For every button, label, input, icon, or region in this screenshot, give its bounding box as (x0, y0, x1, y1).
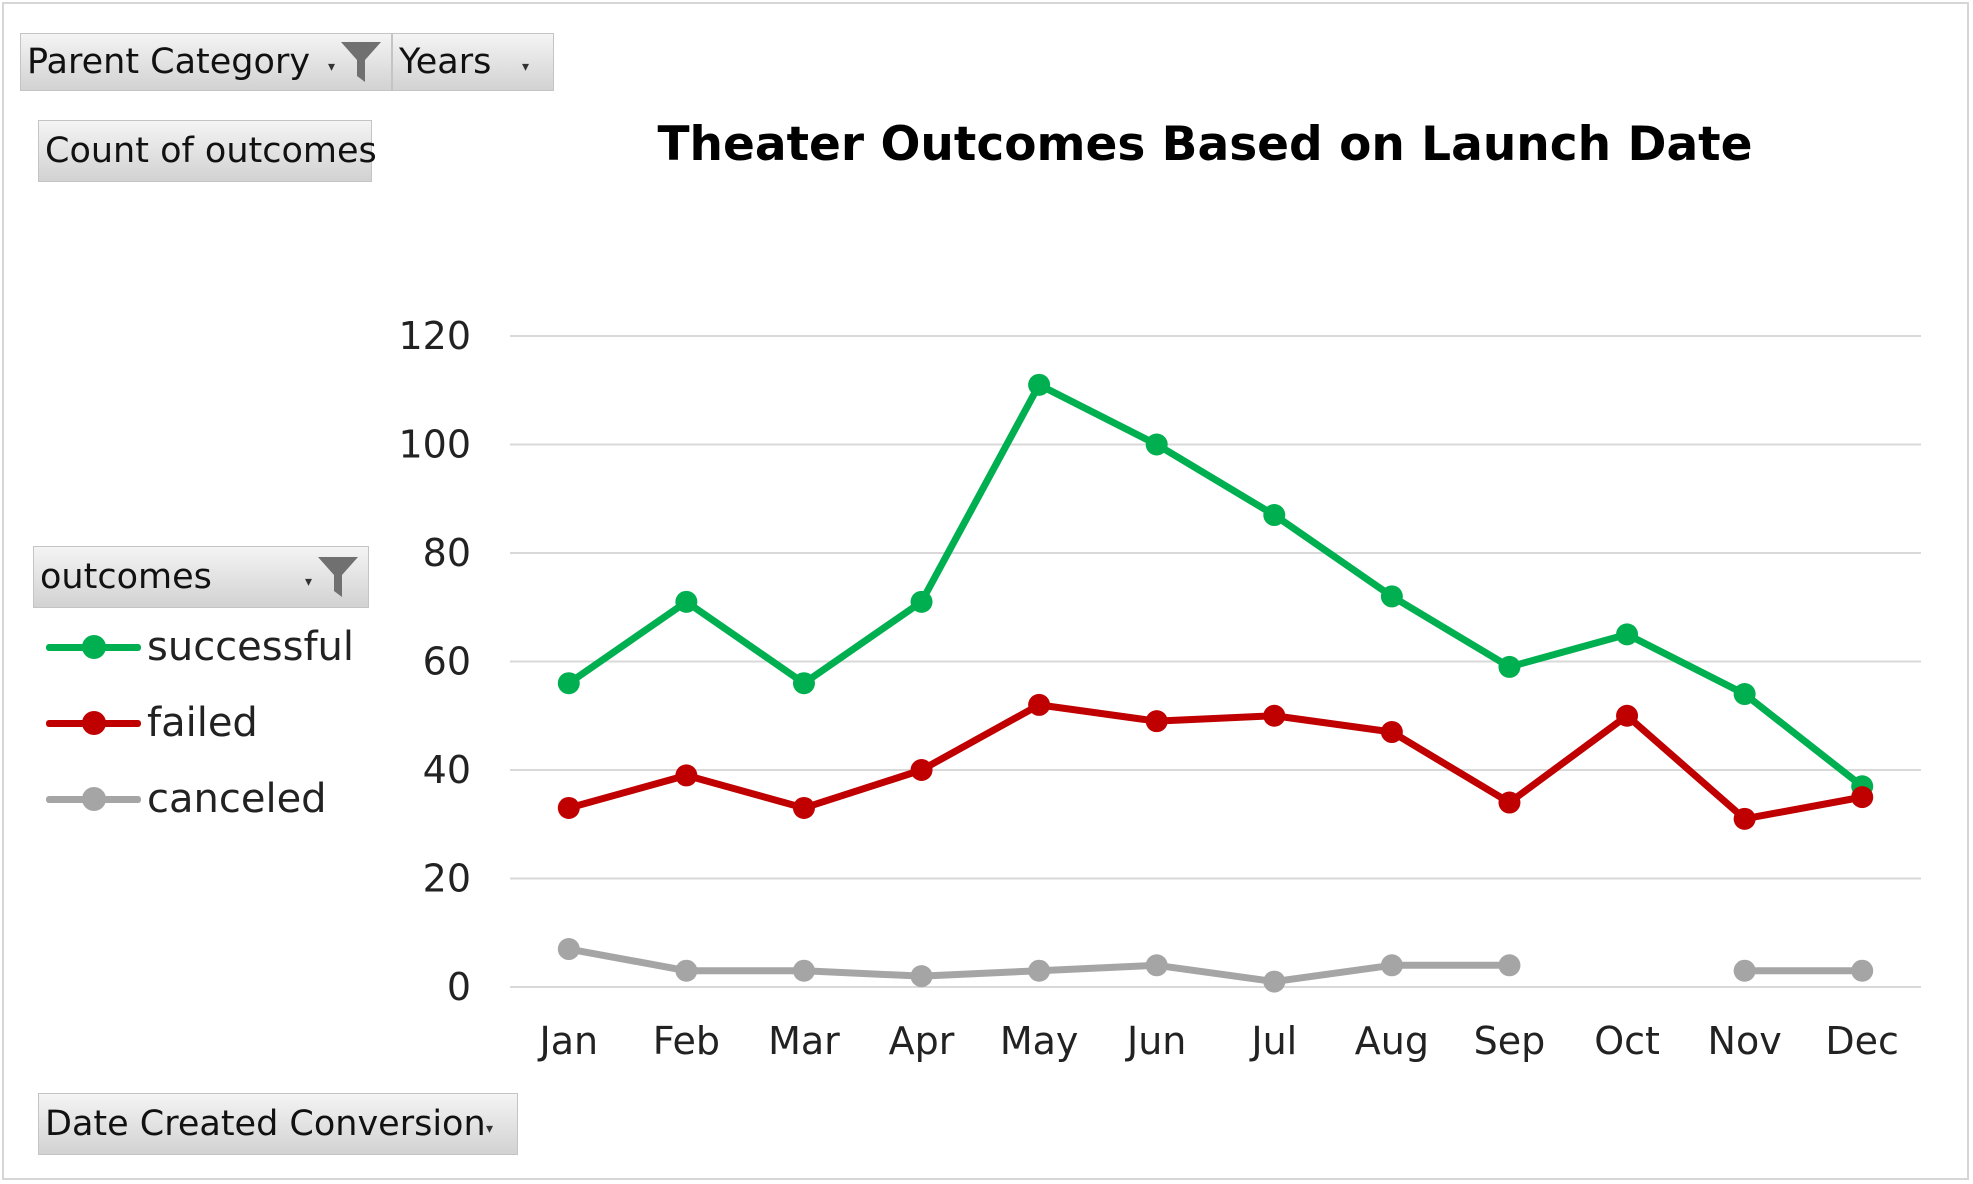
chart-title: Theater Outcomes Based on Launch Date (657, 117, 1752, 172)
point-failed-oct[interactable] (1616, 704, 1639, 727)
series-canceled (557, 938, 1874, 993)
parent-category-filter-button[interactable]: Parent Category ▾ (20, 33, 392, 91)
legend-item-canceled[interactable]: canceled (46, 776, 327, 822)
point-successful-oct[interactable] (1616, 623, 1639, 646)
x-tick-label-apr: Apr (889, 1019, 955, 1063)
point-successful-nov[interactable] (1733, 683, 1756, 706)
legend-swatch-successful (46, 627, 141, 667)
point-failed-dec[interactable] (1851, 786, 1874, 809)
y-tick-label: 120 (398, 314, 471, 358)
legend-label-failed: failed (147, 700, 258, 746)
y-tick-label: 0 (447, 965, 471, 1009)
series-failed (557, 693, 1874, 830)
legend-swatch-failed (46, 703, 141, 743)
x-tick-label-feb: Feb (653, 1019, 720, 1063)
x-tick-label-jul: Jul (1249, 1019, 1297, 1063)
outcomes-filter-button[interactable]: outcomes ▾ (33, 546, 369, 608)
count-of-outcomes-button[interactable]: Count of outcomes (38, 120, 377, 182)
point-canceled-apr[interactable] (910, 965, 933, 988)
legend-label-successful: successful (147, 624, 355, 670)
point-failed-jun[interactable] (1145, 710, 1168, 733)
series-group (557, 373, 1874, 993)
point-canceled-mar[interactable] (792, 959, 815, 982)
date-created-label: Date Created Conversion (45, 1104, 486, 1144)
series-line-successful-0 (565, 381, 1866, 790)
point-failed-mar[interactable] (792, 796, 815, 819)
point-canceled-dec[interactable] (1851, 959, 1874, 982)
point-failed-jan[interactable] (557, 796, 580, 819)
x-tick-label-nov: Nov (1708, 1019, 1782, 1063)
point-canceled-jun[interactable] (1145, 954, 1168, 977)
point-successful-sep[interactable] (1498, 655, 1521, 678)
legend-item-successful[interactable]: successful (46, 624, 354, 670)
point-canceled-jul[interactable] (1263, 970, 1286, 993)
y-axis-ticks: 0 20 40 60 80 100 120 (398, 314, 471, 1009)
count-of-outcomes-label: Count of outcomes (45, 131, 377, 171)
point-successful-jul[interactable] (1263, 504, 1286, 527)
point-failed-sep[interactable] (1498, 791, 1521, 814)
point-failed-jul[interactable] (1263, 704, 1286, 727)
x-tick-label-oct: Oct (1594, 1019, 1660, 1063)
point-successful-jun[interactable] (1145, 433, 1168, 456)
funnel-filter-icon (341, 42, 381, 82)
point-failed-may[interactable] (1028, 693, 1051, 716)
series-successful (557, 373, 1874, 798)
point-failed-nov[interactable] (1733, 807, 1756, 830)
x-tick-label-may: May (1000, 1019, 1079, 1063)
series-line-failed-0 (565, 701, 1866, 823)
outcomes-label: outcomes (40, 557, 212, 597)
legend-swatch-canceled (46, 779, 141, 819)
dropdown-arrow-icon: ▾ (327, 59, 335, 75)
x-tick-label-jan: Jan (538, 1019, 599, 1063)
point-canceled-aug[interactable] (1380, 954, 1403, 977)
x-tick-label-aug: Aug (1355, 1019, 1429, 1063)
x-axis-ticks: Jan Feb Mar Apr May Jun Jul Aug Sep Oct Nov Dec (538, 1019, 1899, 1063)
gridlines (510, 335, 1921, 988)
years-label: Years (399, 42, 492, 82)
point-successful-feb[interactable] (675, 590, 698, 613)
point-failed-apr[interactable] (910, 759, 933, 781)
point-successful-jan[interactable] (557, 672, 580, 695)
point-failed-aug[interactable] (1380, 721, 1403, 744)
y-tick-label: 80 (423, 531, 471, 575)
legend-item-failed[interactable]: failed (46, 700, 258, 746)
legend-label-canceled: canceled (147, 776, 327, 822)
x-tick-label-dec: Dec (1825, 1019, 1899, 1063)
point-successful-aug[interactable] (1380, 585, 1403, 608)
point-successful-mar[interactable] (792, 672, 815, 695)
point-canceled-may[interactable] (1028, 959, 1051, 982)
point-successful-may[interactable] (1028, 373, 1051, 396)
date-created-filter-button[interactable]: Date Created Conversion ▾ (38, 1093, 518, 1155)
dropdown-arrow-icon: ▾ (521, 59, 529, 75)
funnel-filter-icon (318, 557, 358, 597)
point-failed-feb[interactable] (675, 764, 698, 787)
years-filter-button[interactable]: Years ▾ (392, 33, 554, 91)
dropdown-arrow-icon: ▾ (485, 1121, 493, 1137)
point-canceled-feb[interactable] (675, 959, 698, 982)
y-tick-label: 60 (423, 640, 471, 684)
dropdown-arrow-icon: ▾ (304, 574, 312, 590)
x-tick-label-sep: Sep (1474, 1019, 1546, 1063)
parent-category-label: Parent Category (27, 42, 311, 82)
x-tick-label-jun: Jun (1125, 1019, 1186, 1063)
point-canceled-nov[interactable] (1733, 959, 1756, 982)
point-canceled-jan[interactable] (557, 938, 580, 961)
point-successful-apr[interactable] (910, 590, 933, 613)
point-canceled-sep[interactable] (1498, 954, 1521, 977)
y-tick-label: 20 (423, 857, 471, 901)
y-tick-label: 100 (398, 423, 471, 467)
y-tick-label: 40 (423, 748, 471, 792)
x-tick-label-mar: Mar (768, 1019, 840, 1063)
